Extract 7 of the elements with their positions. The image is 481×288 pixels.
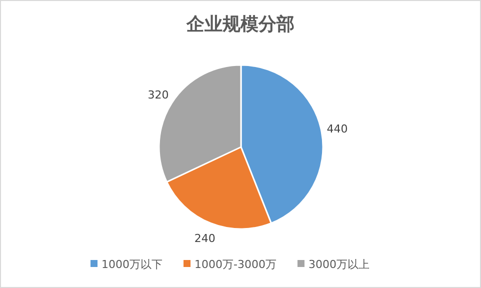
legend-label: 1000万以下	[102, 258, 163, 271]
chart-title: 企业规模分部	[186, 14, 294, 35]
legend-label: 1000万-3000万	[194, 258, 276, 271]
data-label: 320	[148, 88, 169, 102]
data-label: 440	[326, 122, 348, 136]
data-label: 240	[194, 232, 216, 246]
legend-label: 3000万以上	[308, 258, 370, 271]
